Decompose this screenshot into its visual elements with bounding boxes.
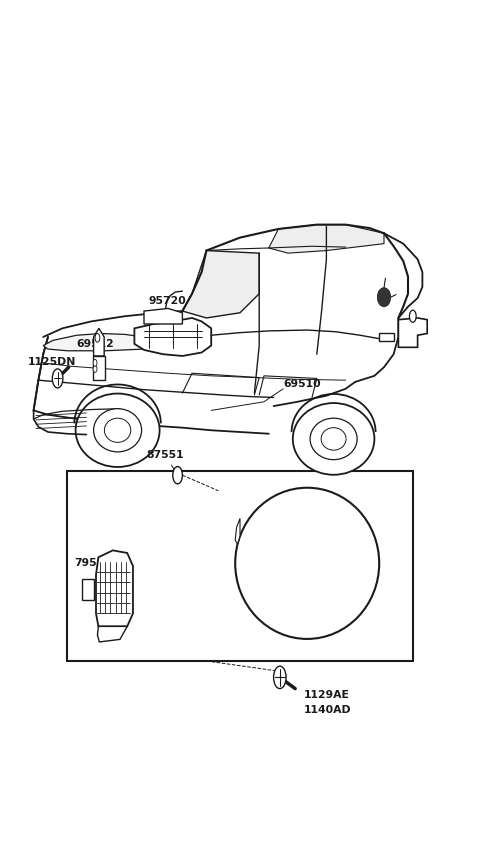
Polygon shape [269,225,384,253]
Ellipse shape [293,403,374,475]
Polygon shape [97,626,127,642]
Circle shape [409,310,416,322]
Text: 95720: 95720 [149,296,187,319]
Text: 1125DN: 1125DN [28,357,76,375]
Bar [67,471,413,661]
Polygon shape [134,318,211,356]
Text: 79552: 79552 [74,558,112,581]
Circle shape [93,359,97,366]
Circle shape [95,334,100,342]
Polygon shape [43,334,154,351]
Circle shape [173,467,182,484]
Circle shape [274,666,286,689]
Ellipse shape [321,428,346,450]
Polygon shape [398,318,427,347]
Text: 87551: 87551 [146,450,184,473]
Polygon shape [235,518,240,544]
Bar [82,579,94,600]
Ellipse shape [235,488,379,639]
Polygon shape [93,356,105,380]
Text: 1140AD: 1140AD [303,705,351,715]
Circle shape [93,365,97,372]
Ellipse shape [75,394,159,467]
Ellipse shape [94,409,142,452]
Ellipse shape [104,418,131,442]
Text: 69512: 69512 [77,340,115,360]
Text: 1129AE: 1129AE [303,690,349,700]
Ellipse shape [377,288,391,307]
Text: 69510: 69510 [283,378,321,389]
Circle shape [52,369,63,388]
Polygon shape [379,333,394,341]
Polygon shape [170,321,181,327]
Polygon shape [96,550,133,626]
Ellipse shape [310,418,357,460]
Polygon shape [144,308,182,324]
Polygon shape [94,328,104,356]
Polygon shape [182,251,259,318]
